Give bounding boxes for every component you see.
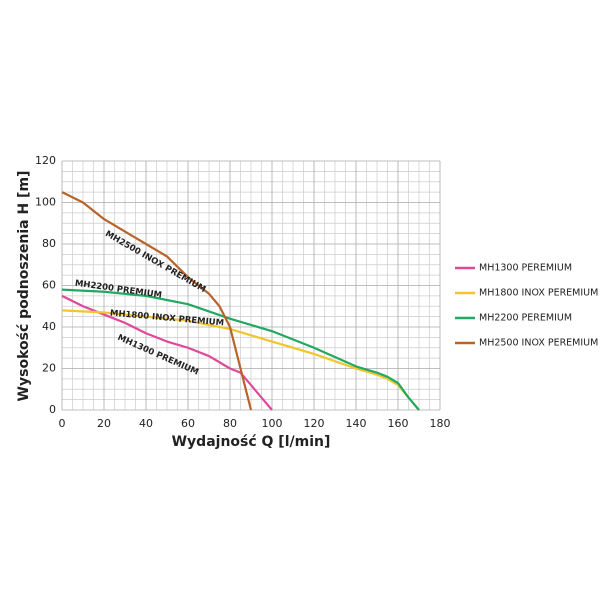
y-axis-label: Wysokość podnoszenia H [m] (16, 171, 32, 402)
x-tick-label: 0 (59, 417, 66, 430)
y-tick-label: 60 (42, 279, 56, 292)
y-tick-label: 40 (42, 320, 56, 333)
x-tick-label: 160 (388, 417, 409, 430)
series-line (61, 309, 420, 411)
curve-label: MH2200 PREMIUM (74, 279, 162, 301)
legend-label: MH1800 INOX PEREMIUM (479, 288, 598, 299)
x-tick-label: 180 (430, 417, 451, 430)
x-tick-label: 100 (262, 417, 283, 430)
x-tick-label: 120 (304, 417, 325, 430)
curve-label: MH1300 PREMIUM (116, 333, 200, 378)
x-tick-label: 140 (346, 417, 367, 430)
x-tick-label: 60 (181, 417, 195, 430)
series-line (61, 288, 420, 411)
x-tick-label: 40 (139, 417, 153, 430)
x-tick-label: 80 (223, 417, 237, 430)
y-tick-label: 100 (35, 196, 56, 209)
legend-label: MH2500 INOX PEREMIUM (479, 338, 598, 349)
x-axis-label: Wydajność Q [l/min] (172, 434, 331, 450)
y-tick-label: 120 (35, 154, 56, 167)
series-line (61, 294, 273, 411)
y-tick-label: 0 (49, 403, 56, 416)
y-tick-label: 20 (42, 362, 56, 375)
series-line (61, 191, 253, 411)
legend-label: MH1300 PEREMIUM (479, 263, 572, 274)
x-tick-label: 20 (97, 417, 111, 430)
y-tick-label: 80 (42, 237, 56, 250)
legend-label: MH2200 PEREMIUM (479, 313, 572, 324)
